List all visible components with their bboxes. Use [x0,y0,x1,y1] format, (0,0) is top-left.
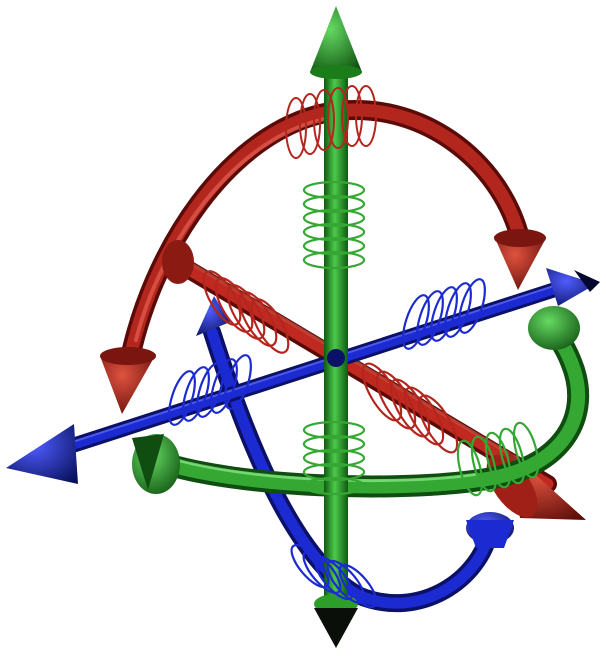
arrow-cone-icon [310,6,362,72]
arrow-cone-icon [6,424,78,484]
arrow-cone-icon [314,608,358,648]
arrow-cone-icon [528,306,580,350]
origin-joint [327,349,345,367]
